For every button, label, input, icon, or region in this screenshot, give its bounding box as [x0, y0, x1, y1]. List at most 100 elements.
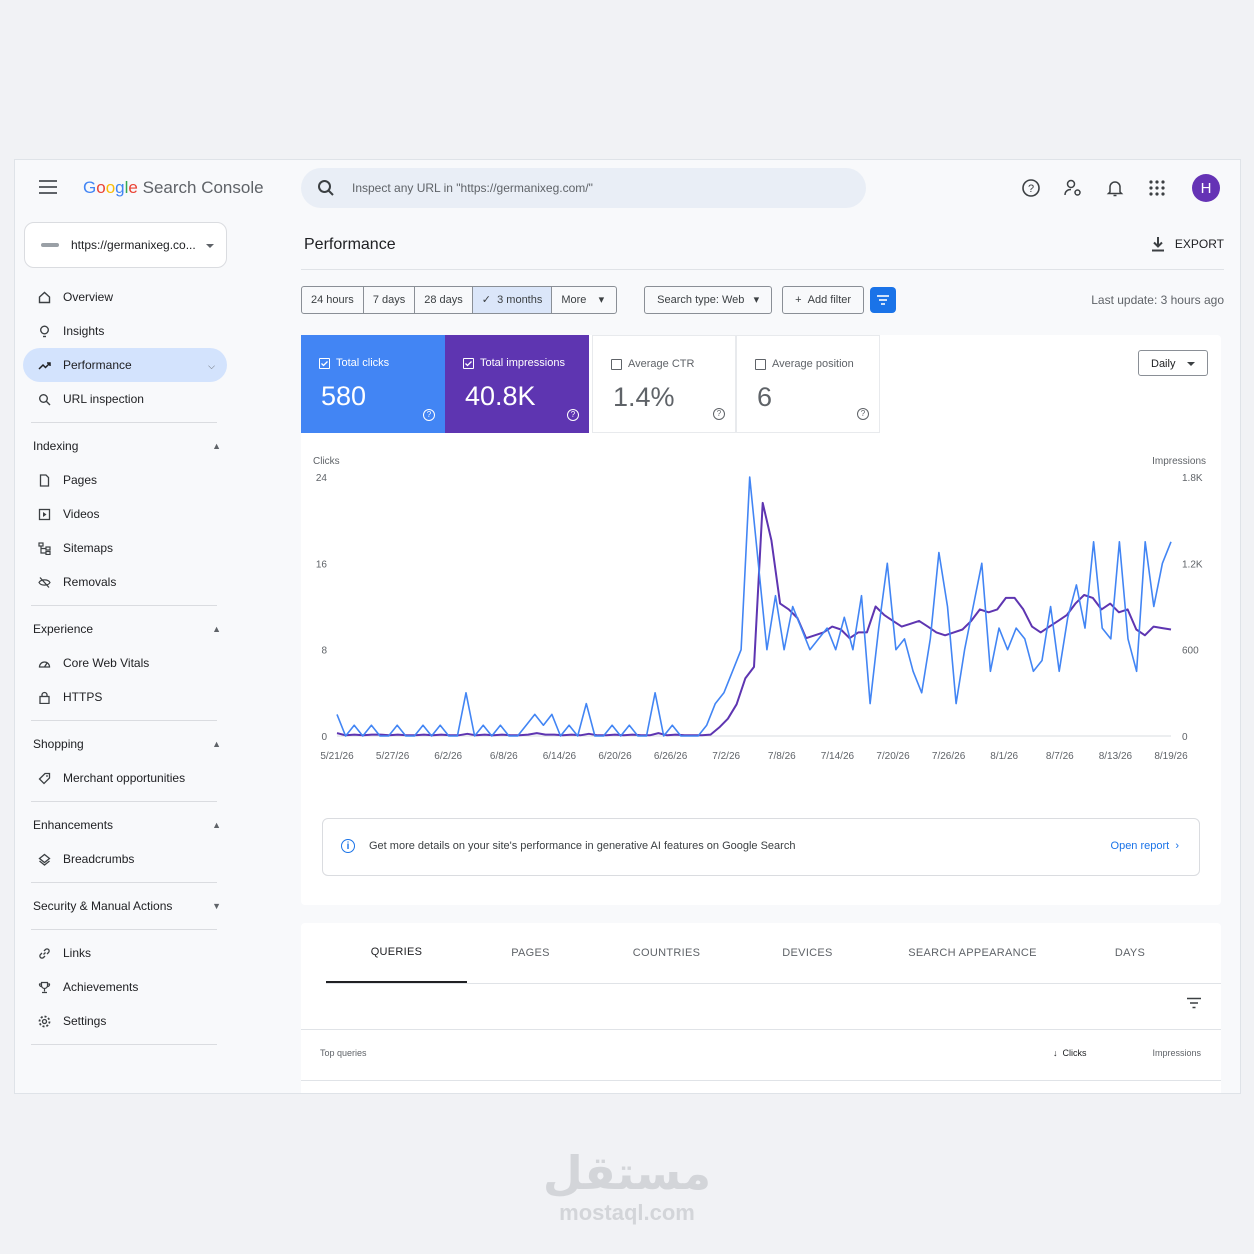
sidebar-item-https[interactable]: HTTPS — [15, 680, 235, 714]
help-icon[interactable]: ? — [423, 409, 435, 421]
checkbox-checked-icon — [319, 357, 330, 369]
range-more[interactable]: More ▾ — [552, 287, 616, 313]
metric-total-impressions[interactable]: Total impressions 40.8K ? — [445, 335, 589, 433]
export-button[interactable]: EXPORT — [1151, 236, 1224, 252]
range-28-days[interactable]: 28 days — [415, 287, 473, 313]
sidebar-item-links[interactable]: Links — [15, 936, 235, 970]
sidebar-item-label: Removals — [63, 575, 117, 589]
notifications-bell-icon[interactable] — [1102, 175, 1128, 201]
sidebar-item-insights[interactable]: Insights — [15, 314, 235, 348]
metric-average-position[interactable]: Average position 6 ? — [736, 335, 880, 433]
user-avatar[interactable]: H — [1192, 174, 1220, 202]
column-header-clicks[interactable]: ↓ Clicks — [1053, 1048, 1087, 1058]
x-tick-label: 6/8/26 — [490, 751, 518, 762]
metric-label-text: Average position — [772, 358, 854, 370]
range-7-days[interactable]: 7 days — [364, 287, 416, 313]
sidebar-item-achievements[interactable]: Achievements — [15, 970, 235, 1004]
section-experience[interactable]: Experience ▲ — [15, 612, 235, 646]
tab-days[interactable]: DAYS — [1114, 947, 1146, 959]
app-logo[interactable]: Google Search Console — [83, 178, 264, 197]
left-tick-label: 16 — [316, 559, 328, 570]
section-enhancements[interactable]: Enhancements ▲ — [15, 808, 235, 842]
lightbulb-icon — [37, 324, 51, 338]
tab-pages[interactable]: PAGES — [511, 947, 550, 959]
help-icon[interactable]: ? — [1018, 175, 1044, 201]
sidebar-item-label: Achievements — [63, 980, 139, 994]
help-icon[interactable]: ? — [713, 408, 725, 420]
divider — [31, 801, 217, 802]
filter-settings-button[interactable] — [870, 287, 897, 313]
main-content: Performance EXPORT 24 hours 7 days 28 da… — [301, 216, 1240, 1093]
x-tick-label: 6/14/26 — [543, 751, 577, 762]
visibility-off-icon — [37, 575, 51, 589]
caret-down-icon: ▾ — [744, 294, 760, 306]
tab-search-appearance[interactable]: SEARCH APPEARANCE — [908, 947, 1037, 959]
checkbox-unchecked-icon — [755, 358, 766, 370]
x-tick-label: 8/19/26 — [1154, 751, 1188, 762]
granularity-dropdown[interactable]: Daily — [1138, 350, 1208, 376]
download-icon — [1151, 237, 1164, 252]
range-3-months[interactable]: ✓ 3 months — [472, 287, 553, 313]
sidebar-item-overview[interactable]: Overview — [15, 280, 235, 314]
sidebar-item-merchant-opportunities[interactable]: Merchant opportunities — [15, 761, 235, 795]
url-inspection-search[interactable]: Inspect any URL in "https://germanixeg.c… — [301, 168, 866, 208]
info-icon: i — [341, 839, 355, 853]
sidebar-item-sitemaps[interactable]: Sitemaps — [15, 531, 235, 565]
range-24-hours[interactable]: 24 hours — [302, 287, 364, 313]
trending-up-icon — [37, 358, 51, 372]
sidebar-item-core-web-vitals[interactable]: Core Web Vitals — [15, 646, 235, 680]
x-tick-label: 6/26/26 — [654, 751, 688, 762]
metric-label-text: Total impressions — [480, 357, 565, 369]
tag-icon — [37, 771, 51, 785]
manage-users-icon[interactable] — [1060, 175, 1086, 201]
tab-queries[interactable]: QUERIES — [326, 923, 467, 983]
add-filter-label: Add filter — [807, 294, 852, 306]
x-tick-label: 6/2/26 — [434, 751, 462, 762]
x-tick-label: 8/13/26 — [1099, 751, 1133, 762]
checkbox-unchecked-icon — [611, 358, 622, 370]
open-report-link[interactable]: Open report › — [1111, 840, 1179, 852]
metric-average-ctr[interactable]: Average CTR 1.4% ? — [592, 335, 736, 433]
right-tick-label: 0 — [1182, 732, 1188, 743]
hamburger-menu-icon[interactable] — [39, 180, 57, 194]
divider — [31, 605, 217, 606]
sidebar-item-performance[interactable]: Performance ⌵ — [23, 348, 227, 382]
sidebar-item-settings[interactable]: Settings — [15, 1004, 235, 1038]
video-icon — [37, 507, 51, 521]
property-selector[interactable]: https://germanixeg.co... — [24, 222, 227, 268]
sidebar-item-breadcrumbs[interactable]: Breadcrumbs — [15, 842, 235, 876]
range-label: More — [561, 294, 587, 306]
section-security-manual-actions[interactable]: Security & Manual Actions ▼ — [15, 889, 235, 923]
section-indexing[interactable]: Indexing ▲ — [15, 429, 235, 463]
last-update-text: Last update: 3 hours ago — [1091, 293, 1224, 307]
link-label: Open report — [1110, 840, 1170, 852]
sidebar-item-url-inspection[interactable]: URL inspection — [15, 382, 235, 416]
tab-countries[interactable]: COUNTRIES — [632, 947, 701, 959]
search-type-dropdown[interactable]: Search type: Web ▾ — [644, 286, 773, 314]
add-filter-button[interactable]: + Add filter — [782, 286, 865, 314]
dimension-tabs: QUERIES PAGES COUNTRIES DEVICES SEARCH A… — [326, 923, 1196, 983]
sidebar-item-label: Sitemaps — [63, 541, 114, 555]
metric-label-text: Total clicks — [336, 357, 390, 369]
search-console-window: Google Search Console Inspect any URL in… — [14, 159, 1241, 1094]
apps-grid-icon[interactable] — [1144, 175, 1170, 201]
filter-list-icon[interactable] — [1187, 997, 1201, 1009]
sidebar-item-pages[interactable]: Pages — [15, 463, 235, 497]
help-icon[interactable]: ? — [857, 408, 869, 420]
help-icon[interactable]: ? — [567, 409, 579, 421]
svg-text:?: ? — [1028, 183, 1034, 195]
section-shopping[interactable]: Shopping ▲ — [15, 727, 235, 761]
x-tick-label: 8/7/26 — [1046, 751, 1074, 762]
sitemap-icon — [37, 541, 51, 555]
checkbox-checked-icon — [463, 357, 474, 369]
x-tick-label: 7/8/26 — [768, 751, 796, 762]
metric-total-clicks[interactable]: Total clicks 580 ? — [301, 335, 445, 433]
x-tick-label: 7/2/26 — [712, 751, 740, 762]
sidebar-item-removals[interactable]: Removals — [15, 565, 235, 599]
performance-chart-card: Total clicks 580 ? Total impressions 40.… — [301, 335, 1221, 905]
sidebar-item-label: Pages — [63, 473, 98, 487]
sidebar-item-videos[interactable]: Videos — [15, 497, 235, 531]
chevron-up-icon: ▲ — [212, 739, 221, 749]
tab-devices[interactable]: DEVICES — [782, 947, 833, 959]
column-header-impressions[interactable]: Impressions — [1152, 1048, 1201, 1058]
